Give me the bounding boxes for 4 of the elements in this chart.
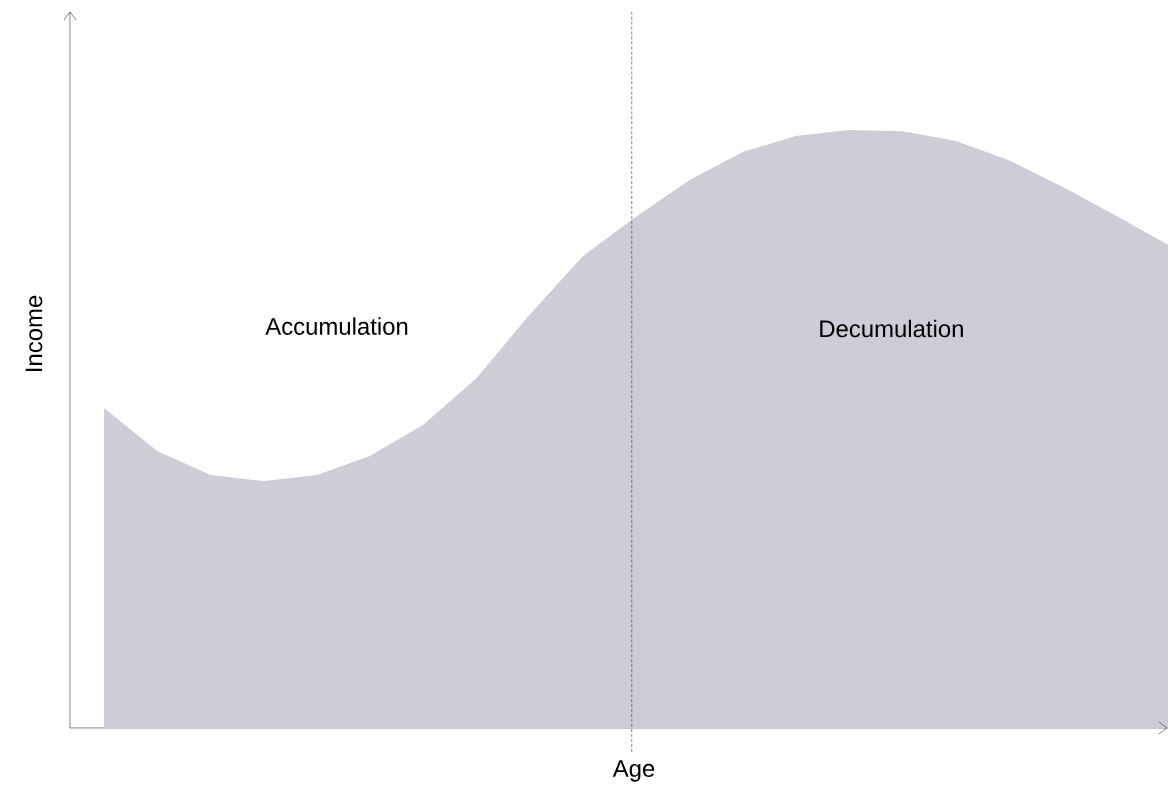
y-axis-title: Income (25, 295, 43, 371)
x-axis-title: Age (612, 760, 655, 782)
annotation: Decumulation (820, 319, 963, 338)
annotation: Accumulation (265, 317, 408, 335)
